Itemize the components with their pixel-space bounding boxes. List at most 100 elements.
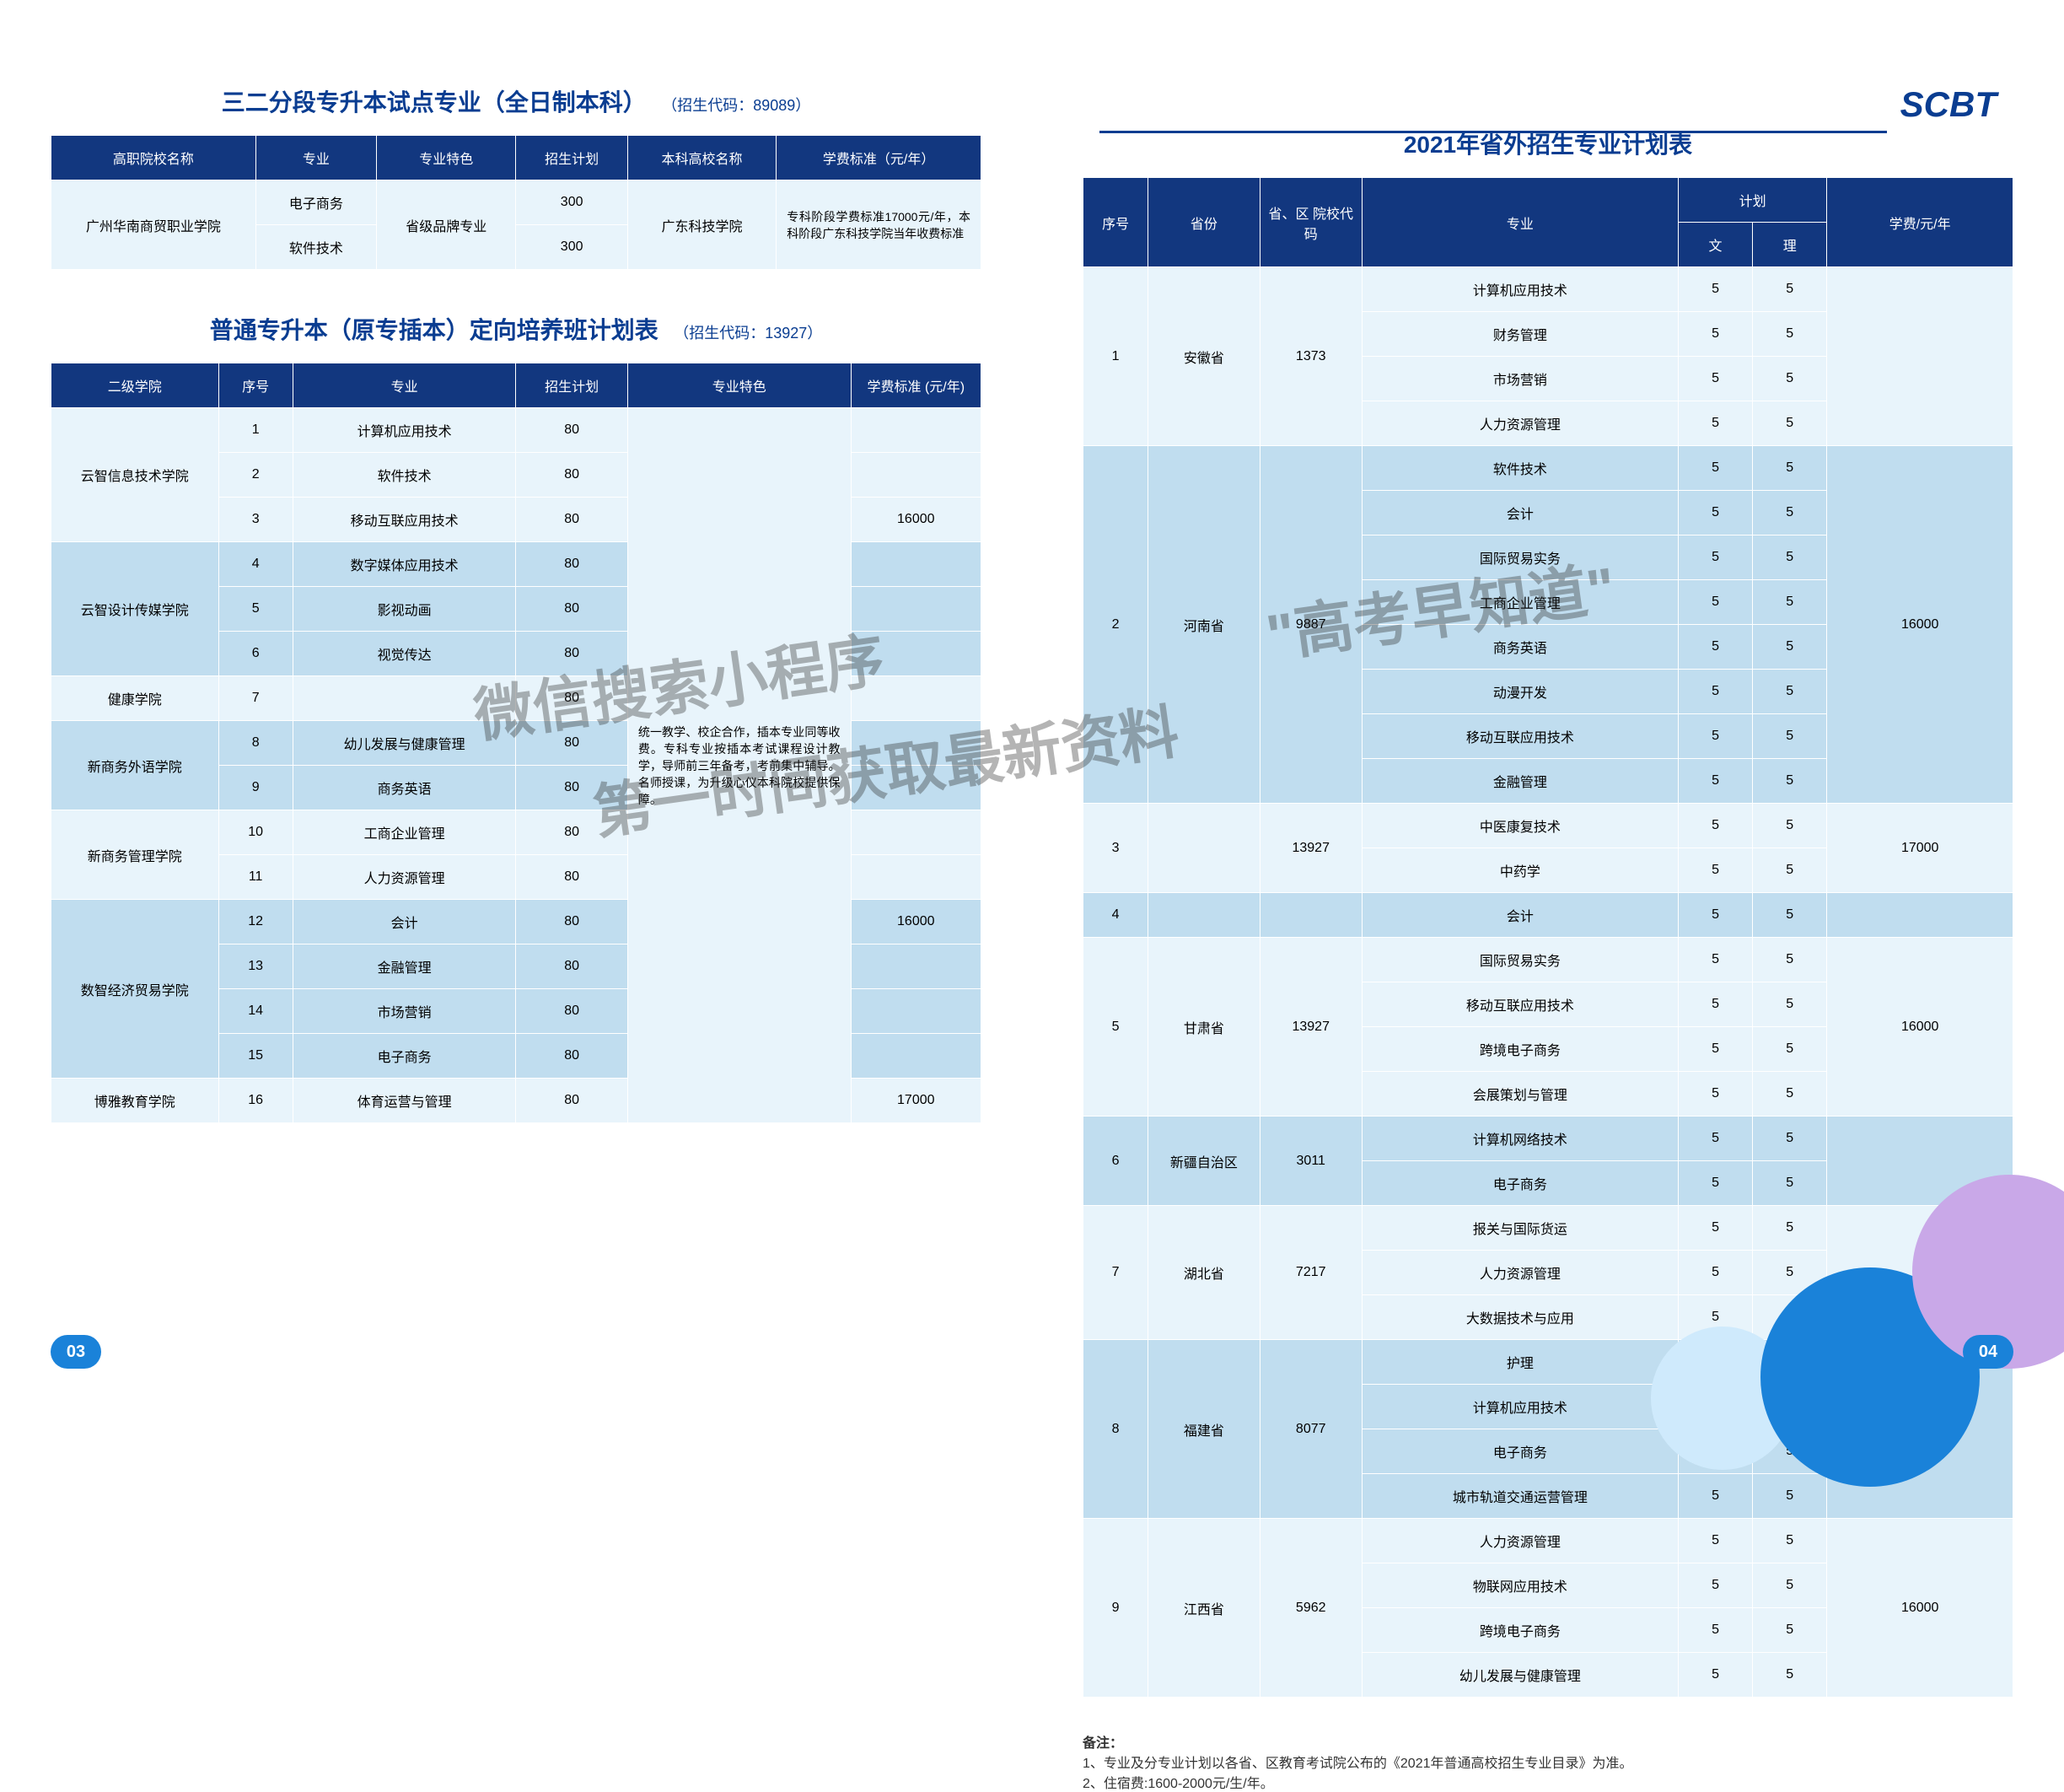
t3-major: 跨境电子商务	[1362, 1027, 1678, 1072]
t2-plan: 80	[516, 900, 627, 944]
t2-plan: 80	[516, 810, 627, 855]
t2-fee	[851, 632, 981, 676]
t3-wen: 5	[1678, 759, 1752, 804]
t2-plan: 80	[516, 632, 627, 676]
t3-wen: 5	[1678, 1117, 1752, 1161]
t3-fee: 17000	[1827, 804, 2013, 893]
t2-fee	[851, 453, 981, 498]
t1-m0: 电子商务	[255, 180, 376, 225]
t3-major: 商务英语	[1362, 625, 1678, 670]
section2-title: 普通专升本（原专插本）定向培养班计划表	[210, 317, 658, 343]
t3-code: 13927	[1260, 804, 1362, 893]
t2-plan: 80	[516, 453, 627, 498]
t2-plan: 80	[516, 408, 627, 453]
t2-plan: 80	[516, 542, 627, 587]
t2-college: 云智设计传媒学院	[51, 542, 219, 676]
t3-major: 国际贸易实务	[1362, 535, 1678, 580]
t3-major: 会计	[1362, 893, 1678, 938]
t3-li: 5	[1753, 357, 1827, 401]
t3-li: 5	[1753, 982, 1827, 1027]
t2-plan: 80	[516, 766, 627, 810]
left-page: 三二分段专升本试点专业（全日制本科） （招生代码：89089） 高职院校名称 专…	[0, 0, 1032, 1419]
t2-fee	[851, 766, 981, 810]
t1-school: 广州华南商贸职业学院	[51, 180, 256, 270]
section1-code: （招生代码：89089）	[662, 97, 810, 114]
t3-major: 计算机应用技术	[1362, 267, 1678, 312]
t3-wen: 5	[1678, 1161, 1752, 1206]
t2-h3: 招生计划	[516, 363, 627, 408]
t3-li: 5	[1753, 1206, 1827, 1251]
t2-fee	[851, 587, 981, 632]
t2-plan: 80	[516, 721, 627, 766]
t2-college: 数智经济贸易学院	[51, 900, 219, 1079]
t3-major: 中医康复技术	[1362, 804, 1678, 848]
t3-code: 7217	[1260, 1206, 1362, 1340]
t3-code: 5962	[1260, 1519, 1362, 1698]
t3-fee	[1827, 267, 2013, 446]
t3-idx: 4	[1083, 893, 1148, 938]
t3-li: 5	[1753, 491, 1827, 535]
t2-fee: 16000	[851, 900, 981, 944]
t2-idx: 11	[218, 855, 293, 900]
t3-h-plan: 计划	[1678, 178, 1826, 223]
t3-major: 动漫开发	[1362, 670, 1678, 714]
t1-h3: 招生计划	[516, 136, 627, 180]
t2-h5: 学费标准 (元/年)	[851, 363, 981, 408]
t3-li: 5	[1753, 267, 1827, 312]
t3-wen: 5	[1678, 446, 1752, 491]
t3-li: 5	[1753, 670, 1827, 714]
page-num-left: 03	[51, 1335, 101, 1369]
t3-major: 人力资源管理	[1362, 401, 1678, 446]
t3-wen: 5	[1678, 714, 1752, 759]
t3-idx: 8	[1083, 1340, 1148, 1519]
t3-major: 人力资源管理	[1362, 1519, 1678, 1563]
t2-major: 移动互联应用技术	[293, 498, 516, 542]
t3-wen: 5	[1678, 1251, 1752, 1295]
t3-code: 13927	[1260, 938, 1362, 1117]
t3-major: 城市轨道交通运营管理	[1362, 1474, 1678, 1519]
t2-fee	[851, 989, 981, 1034]
t2-major: 金融管理	[293, 944, 516, 989]
t3-wen: 5	[1678, 1206, 1752, 1251]
t2-h4: 专业特色	[627, 363, 851, 408]
t2-h0: 二级学院	[51, 363, 219, 408]
t3-h-wen: 文	[1678, 223, 1752, 267]
t3-wen: 5	[1678, 804, 1752, 848]
brand-label: SCBT	[1900, 84, 1997, 125]
t3-wen: 5	[1678, 848, 1752, 893]
footer-notes: 备注： 1、专业及分专业计划以各省、区教育考试院公布的《2021年普通高校招生专…	[1083, 1731, 2013, 1792]
t3-code: 1373	[1260, 267, 1362, 446]
t3-wen: 5	[1678, 670, 1752, 714]
t3-h-prov: 省份	[1148, 178, 1260, 267]
t3-wen: 5	[1678, 1474, 1752, 1519]
t2-major: 数字媒体应用技术	[293, 542, 516, 587]
t1-h5: 学费标准（元/年）	[777, 136, 981, 180]
t2-fee	[851, 676, 981, 721]
t3-li: 5	[1753, 1608, 1827, 1653]
t3-major: 跨境电子商务	[1362, 1608, 1678, 1653]
t3-major: 报关与国际货运	[1362, 1206, 1678, 1251]
t2-idx: 14	[218, 989, 293, 1034]
t3-major: 电子商务	[1362, 1161, 1678, 1206]
t1-h4: 本科高校名称	[627, 136, 776, 180]
t2-college: 云智信息技术学院	[51, 408, 219, 542]
t2-feature: 统一教学、校企合作，插本专业同等收费。专科专业按插本考试课程设计教学，导师前三年…	[627, 408, 851, 1123]
t3-wen: 5	[1678, 1519, 1752, 1563]
t2-idx: 9	[218, 766, 293, 810]
t3-code: 9887	[1260, 446, 1362, 804]
t2-fee	[851, 408, 981, 453]
t3-prov: 安徽省	[1148, 267, 1260, 446]
t2-idx: 5	[218, 587, 293, 632]
t3-li: 5	[1753, 312, 1827, 357]
t2-idx: 8	[218, 721, 293, 766]
t2-idx: 10	[218, 810, 293, 855]
t3-li: 5	[1753, 848, 1827, 893]
t1-p0: 300	[516, 180, 627, 225]
t3-li: 5	[1753, 1653, 1827, 1698]
brand-line	[1099, 131, 1887, 133]
t2-major: 工商企业管理	[293, 810, 516, 855]
t2-fee	[851, 810, 981, 855]
t3-li: 5	[1753, 1474, 1827, 1519]
t3-wen: 5	[1678, 312, 1752, 357]
t2-fee: 17000	[851, 1079, 981, 1123]
